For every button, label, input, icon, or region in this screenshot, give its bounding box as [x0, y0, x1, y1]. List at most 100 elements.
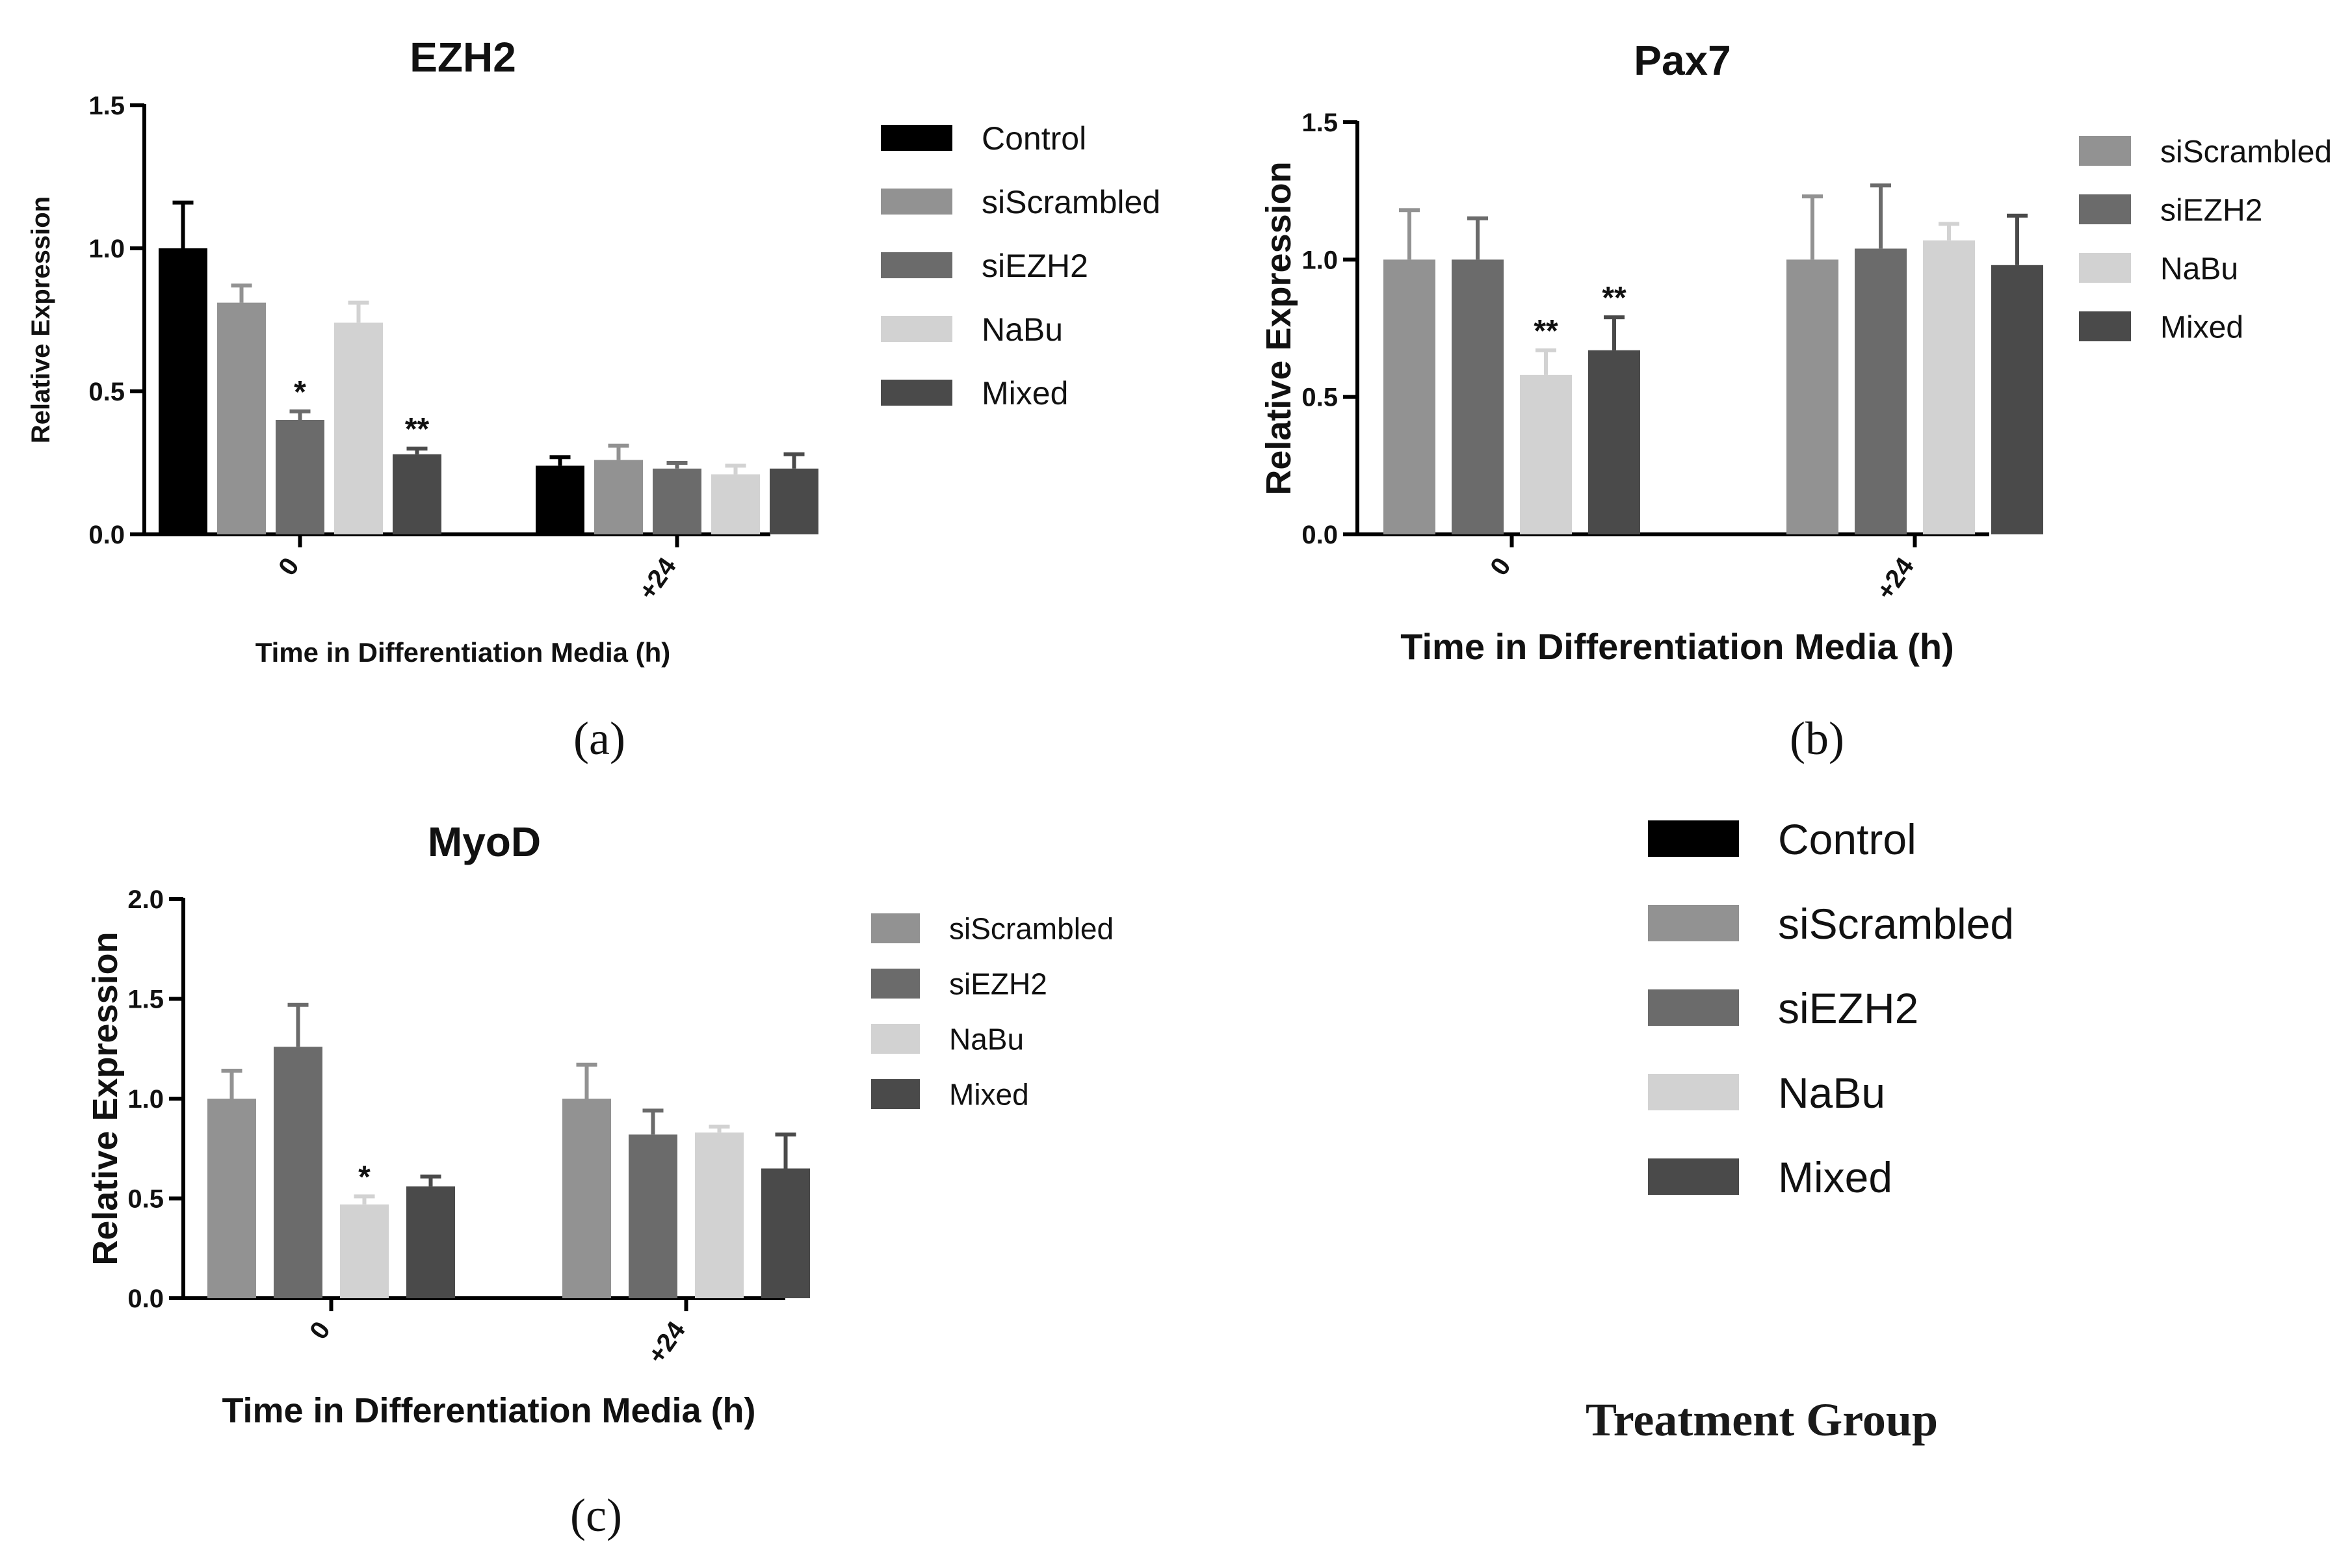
y-tick-label: 0.5 [1301, 384, 1338, 412]
significance-marker: ** [405, 412, 430, 447]
bar-siscrambled-1 [594, 460, 643, 534]
shared-legend-swatch-mixed [1648, 1158, 1739, 1195]
legend-label-siscrambled: siScrambled [982, 184, 1160, 220]
legend-swatch-nabu [871, 1024, 920, 1054]
legend-label-nabu: NaBu [2160, 252, 2238, 286]
bar-siscrambled-0 [217, 302, 266, 534]
legend-label-control: Control [982, 120, 1086, 157]
bar-siezh2-0 [274, 1047, 322, 1298]
significance-marker: ** [1602, 281, 1627, 315]
shared-legend-label-mixed: Mixed [1778, 1153, 1892, 1201]
legend-label-mixed: Mixed [949, 1078, 1029, 1112]
shared-legend-swatch-nabu [1648, 1074, 1739, 1110]
y-tick-label: 0.0 [88, 521, 125, 549]
x-axis-label: Time in Differentiation Media (h) [255, 637, 671, 668]
legend-label-nabu: NaBu [949, 1023, 1024, 1056]
legend-swatch-mixed [871, 1079, 920, 1109]
bar-siezh2-0 [276, 420, 324, 534]
panel-caption: (a) [573, 712, 625, 764]
y-tick-label: 1.0 [88, 235, 125, 263]
legend-swatch-siscrambled [881, 189, 952, 215]
bar-mixed-0 [1588, 350, 1640, 534]
bar-mixed-0 [406, 1186, 455, 1298]
legend-label-siscrambled: siScrambled [949, 912, 1114, 946]
significance-marker: * [358, 1160, 371, 1194]
chart-title: Pax7 [1634, 37, 1731, 84]
y-tick-label: 1.5 [88, 92, 125, 120]
legend-swatch-nabu [881, 316, 952, 342]
shared-legend-swatch-control [1648, 820, 1739, 857]
y-tick-label: 1.5 [127, 986, 164, 1014]
legend-swatch-control [881, 125, 952, 151]
y-axis-label: Relative Expression [1259, 161, 1298, 495]
shared-legend-label-control: Control [1778, 815, 1916, 863]
legend-swatch-siscrambled [871, 913, 920, 943]
legend-label-nabu: NaBu [982, 311, 1063, 348]
bar-nabu-1 [1923, 240, 1975, 534]
bar-siscrambled-1 [562, 1099, 611, 1298]
x-tick-label-t24: +24 [1871, 552, 1920, 605]
y-axis-label: Relative Expression [27, 196, 55, 443]
legend-swatch-mixed [2079, 311, 2131, 341]
chart-title: EZH2 [410, 34, 516, 81]
bar-nabu-1 [711, 474, 760, 534]
y-tick-label: 0.0 [127, 1285, 164, 1313]
legend-swatch-siscrambled [2079, 136, 2131, 166]
x-axis-label: Time in Differentiation Media (h) [1400, 626, 1953, 667]
legend-swatch-nabu [2079, 253, 2131, 283]
bar-nabu-1 [695, 1132, 744, 1298]
bar-siscrambled-0 [1383, 259, 1435, 534]
significance-marker: ** [1534, 314, 1558, 348]
x-tick-label-t0: 0 [304, 1316, 336, 1344]
bar-mixed-1 [761, 1168, 810, 1298]
x-axis-label: Time in Differentiation Media (h) [222, 1391, 755, 1430]
legend-label-siezh2: siEZH2 [949, 967, 1047, 1001]
panel-caption: (b) [1790, 712, 1844, 764]
y-tick-label: 0.5 [127, 1185, 164, 1214]
legend-swatch-siezh2 [871, 969, 920, 999]
shared-legend-label-siezh2: siEZH2 [1778, 984, 1918, 1032]
bar-siezh2-1 [629, 1134, 677, 1298]
y-tick-label: 1.5 [1301, 109, 1338, 137]
legend-label-siezh2: siEZH2 [982, 248, 1088, 284]
bar-nabu-0 [334, 322, 383, 534]
legend-swatch-siezh2 [2079, 194, 2131, 224]
bar-siscrambled-1 [1786, 259, 1838, 534]
legend-label-siezh2: siEZH2 [2160, 193, 2262, 228]
y-tick-label: 1.0 [127, 1085, 164, 1114]
chart-title: MyoD [428, 818, 541, 865]
bar-mixed-1 [770, 468, 818, 534]
bar-control-1 [536, 465, 584, 534]
panel-caption: (c) [570, 1489, 622, 1541]
bar-control-0 [159, 248, 207, 534]
y-tick-label: 0.0 [1301, 521, 1338, 549]
legend-swatch-siezh2 [881, 252, 952, 278]
y-axis-label: Relative Expression [86, 932, 125, 1265]
shared-legend-panel: Control siScrambled siEZH2 NaBu Mixed Treatme… [1586, 815, 2014, 1446]
shared-legend-title: Treatment Group [1586, 1394, 1938, 1446]
shared-legend-label-siscrambled: siScrambled [1778, 900, 2014, 948]
shared-legend-label-nabu: NaBu [1778, 1069, 1885, 1117]
bar-siezh2-0 [1452, 259, 1504, 534]
legend-label-mixed: Mixed [2160, 310, 2243, 345]
y-tick-label: 2.0 [127, 885, 164, 914]
bar-siezh2-1 [1855, 248, 1907, 534]
bar-nabu-0 [340, 1204, 389, 1298]
bar-nabu-0 [1520, 374, 1572, 534]
x-tick-label-t24: +24 [642, 1316, 691, 1368]
panel-a-ezh2: EZH2 Relative Expression 0.0 0.5 1.0 1.5 0 +24 *… [27, 34, 1160, 764]
x-tick-label-t24: +24 [633, 552, 682, 605]
bar-siezh2-1 [653, 468, 701, 534]
bar-mixed-0 [393, 454, 441, 534]
bar-siscrambled-0 [207, 1099, 256, 1298]
significance-marker: * [294, 375, 306, 410]
y-tick-label: 0.5 [88, 378, 125, 406]
y-tick-label: 1.0 [1301, 246, 1338, 274]
bar-mixed-1 [1991, 265, 2043, 534]
shared-legend-swatch-siscrambled [1648, 905, 1739, 941]
x-tick-label-t0: 0 [273, 553, 305, 581]
x-tick-label-t0: 0 [1485, 553, 1517, 581]
